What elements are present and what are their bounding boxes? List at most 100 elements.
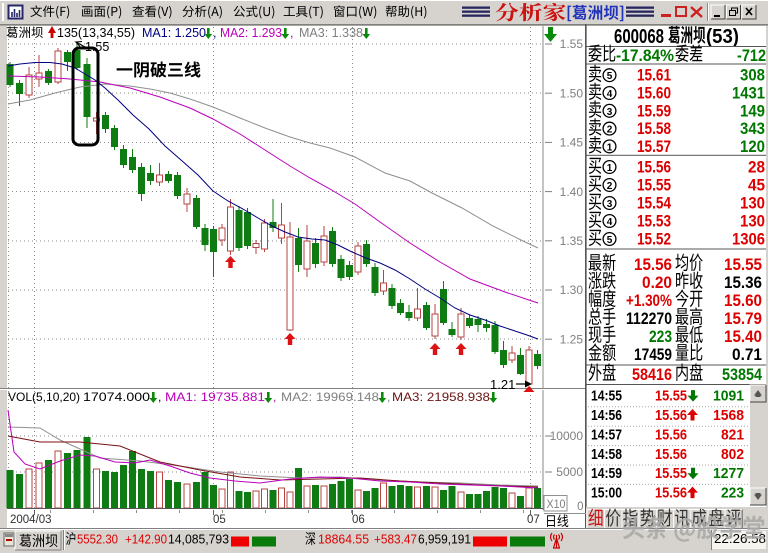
svg-text:3: 3 — [607, 199, 613, 210]
svg-text:1.50: 1.50 — [560, 86, 584, 100]
svg-text:MA2: 19969.148: MA2: 19969.148 — [281, 390, 379, 404]
svg-text:6,959,191: 6,959,191 — [418, 532, 471, 547]
svg-text:343: 343 — [740, 119, 765, 138]
svg-text:14:56: 14:56 — [591, 408, 622, 424]
svg-text:5: 5 — [607, 71, 613, 82]
svg-text:1.25: 1.25 — [560, 332, 584, 346]
svg-text:,: , — [158, 390, 161, 404]
svg-text:4: 4 — [607, 89, 613, 100]
svg-text:05: 05 — [213, 514, 226, 526]
svg-text:15.60: 15.60 — [724, 291, 762, 310]
svg-text:-17.84%: -17.84% — [616, 46, 674, 65]
svg-text:1.21: 1.21 — [490, 377, 515, 392]
svg-text:15:00: 15:00 — [591, 486, 622, 502]
svg-text:0: 0 — [577, 501, 583, 513]
svg-text:58416: 58416 — [632, 365, 672, 384]
svg-text:130: 130 — [740, 212, 765, 231]
svg-text:5: 5 — [607, 235, 613, 246]
svg-text:5000: 5000 — [556, 465, 583, 479]
svg-text:112270: 112270 — [626, 309, 672, 328]
svg-text:149: 149 — [740, 101, 765, 120]
svg-text:223: 223 — [649, 327, 672, 346]
svg-text:15.79: 15.79 — [724, 309, 762, 328]
svg-text:1091: 1091 — [713, 389, 744, 405]
svg-text:15.56: 15.56 — [637, 158, 671, 177]
svg-text:15.60: 15.60 — [637, 84, 671, 103]
svg-text:14:57: 14:57 — [591, 427, 622, 443]
svg-text:X10: X10 — [547, 499, 566, 511]
svg-text:10000: 10000 — [550, 429, 584, 443]
svg-text:1568: 1568 — [713, 408, 744, 424]
svg-text:120: 120 — [740, 137, 765, 156]
svg-text:(53): (53) — [706, 26, 739, 48]
svg-text:07: 07 — [527, 514, 540, 526]
svg-text:1.55: 1.55 — [85, 40, 109, 54]
svg-text:-712: -712 — [737, 46, 766, 65]
svg-text:2: 2 — [607, 181, 613, 192]
svg-text:MA3: 21958.938: MA3: 21958.938 — [392, 390, 490, 404]
svg-text:MA2: 1.293: MA2: 1.293 — [220, 26, 282, 40]
svg-text:1.35: 1.35 — [560, 234, 584, 248]
svg-text:,: , — [273, 390, 276, 404]
svg-text:15.58: 15.58 — [637, 119, 671, 138]
svg-text:15.55: 15.55 — [655, 466, 687, 482]
svg-text:0.20: 0.20 — [642, 273, 672, 292]
svg-text:15.56: 15.56 — [655, 427, 687, 443]
svg-text:MA3: 1.338: MA3: 1.338 — [299, 26, 363, 40]
svg-text:1431: 1431 — [732, 84, 765, 103]
svg-text:130: 130 — [740, 194, 765, 213]
svg-text:3: 3 — [607, 107, 613, 118]
svg-text:1.40: 1.40 — [560, 185, 584, 199]
svg-text:15.56: 15.56 — [655, 447, 687, 463]
svg-text:2004/03: 2004/03 — [10, 514, 52, 526]
svg-text:MA1: 19735.881: MA1: 19735.881 — [165, 390, 265, 404]
svg-text:17074.000: 17074.000 — [83, 390, 150, 404]
svg-text:14:58: 14:58 — [591, 447, 622, 463]
svg-text:15.57: 15.57 — [637, 137, 671, 156]
svg-text:14:55: 14:55 — [591, 389, 622, 405]
svg-text:15.56: 15.56 — [634, 255, 672, 274]
svg-text:1.55: 1.55 — [560, 37, 584, 51]
svg-text:28: 28 — [748, 158, 765, 177]
svg-text:+142.90: +142.90 — [125, 532, 167, 547]
svg-text:135(13,34,55): 135(13,34,55) — [57, 26, 135, 40]
svg-text:15.55: 15.55 — [655, 389, 687, 405]
svg-text:0.71: 0.71 — [732, 345, 762, 364]
svg-text:,: , — [213, 26, 216, 40]
svg-text:06: 06 — [352, 514, 365, 526]
svg-text:15.36: 15.36 — [724, 273, 762, 292]
svg-text:15.52: 15.52 — [637, 230, 671, 249]
svg-text:22:26:58: 22:26:58 — [714, 532, 766, 546]
svg-text:,: , — [290, 26, 293, 40]
svg-text:45: 45 — [748, 176, 765, 195]
svg-text:1: 1 — [607, 163, 613, 174]
svg-text:+1.30%: +1.30% — [626, 291, 672, 310]
svg-text:14,085,793: 14,085,793 — [168, 532, 229, 547]
svg-text:2: 2 — [607, 125, 613, 136]
svg-text:15.56: 15.56 — [655, 486, 687, 502]
svg-text:15.56: 15.56 — [655, 408, 687, 424]
svg-text:1306: 1306 — [732, 230, 765, 249]
svg-text:15.55: 15.55 — [724, 255, 762, 274]
svg-text:17459: 17459 — [634, 345, 672, 364]
svg-text:600068: 600068 — [614, 26, 664, 48]
svg-text:223: 223 — [721, 486, 744, 502]
svg-text:308: 308 — [740, 66, 765, 85]
svg-text:15.40: 15.40 — [724, 327, 762, 346]
svg-text:15.59: 15.59 — [637, 101, 671, 120]
svg-text:4: 4 — [607, 217, 613, 228]
svg-text:14:59: 14:59 — [591, 466, 622, 482]
svg-text:18864.55: 18864.55 — [318, 532, 369, 547]
svg-text:1: 1 — [607, 142, 613, 153]
svg-text:15.54: 15.54 — [637, 194, 671, 213]
svg-text:+583.47: +583.47 — [374, 532, 417, 547]
svg-text:15.55: 15.55 — [637, 176, 671, 195]
svg-text:5552.30: 5552.30 — [77, 532, 118, 547]
svg-text:15.53: 15.53 — [637, 212, 671, 231]
svg-text:53854: 53854 — [722, 365, 762, 384]
svg-text:15.61: 15.61 — [637, 66, 671, 85]
svg-text:1.30: 1.30 — [560, 283, 584, 297]
svg-text:1.45: 1.45 — [560, 136, 584, 150]
svg-text:VOL(5,10,20): VOL(5,10,20) — [8, 390, 80, 404]
svg-text:,: , — [387, 390, 390, 404]
